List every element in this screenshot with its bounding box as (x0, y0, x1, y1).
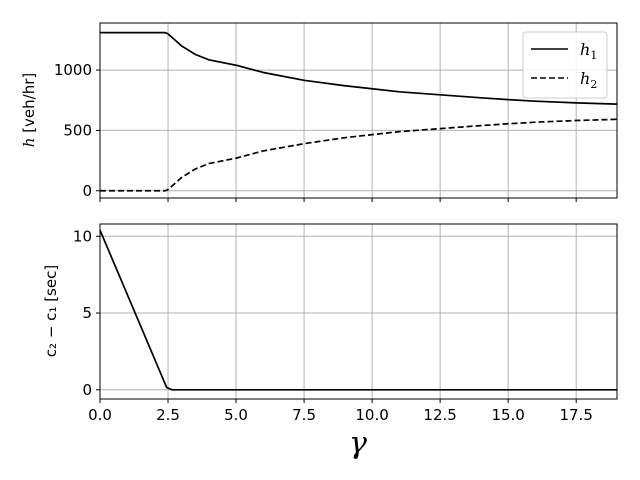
top-series-line-1 (100, 31, 618, 105)
bottom-ytick-label: 5 (82, 304, 92, 322)
bottom-xtick-label: 17.5 (559, 406, 592, 424)
bottom-axes-frame (99, 223, 618, 400)
top-grid (99, 23, 617, 198)
bottom-series-line-1 (99, 229, 617, 391)
top-panel: 0 500 1000 h [veh/hr] h1 h2 (20, 22, 618, 202)
legend-label-h1: h1 (580, 40, 597, 62)
bottom-panel: 0.0 2.5 5.0 7.5 10.0 12.5 15.0 17.5 0 5 10 c₂ − c₁… (42, 223, 618, 461)
bottom-grid (99, 224, 617, 399)
top-series-line-2 (100, 118, 618, 192)
top-ytick-label: 0 (82, 182, 92, 200)
bottom-xtick-label: 0.0 (88, 406, 112, 424)
bottom-xtick-label: 2.5 (156, 406, 180, 424)
bottom-xtick-label: 15.0 (491, 406, 524, 424)
bottom-xtick-label: 5.0 (224, 406, 248, 424)
bottom-lines (99, 229, 617, 391)
top-ylabel: h [veh/hr] (20, 73, 38, 148)
legend-label-h2: h2 (580, 69, 597, 91)
bottom-xtick-label: 7.5 (292, 406, 316, 424)
bottom-ytick-label: 10 (73, 227, 92, 245)
legend: h1 h2 (522, 31, 608, 99)
bottom-xlabel: γ (349, 426, 367, 461)
top-ytick-label: 1000 (54, 61, 92, 79)
bottom-xtick-label: 10.0 (355, 406, 388, 424)
top-ytick-label: 500 (63, 121, 92, 139)
bottom-ytick-label: 0 (82, 381, 92, 399)
top-lines (100, 31, 618, 192)
bottom-xtick-label: 12.5 (423, 406, 456, 424)
top-axes-frame (99, 22, 618, 199)
top-ticks: 0 500 1000 (54, 61, 577, 202)
bottom-ylabel: c₂ − c₁ [sec] (42, 265, 60, 357)
bottom-ticks: 0.0 2.5 5.0 7.5 10.0 12.5 15.0 17.5 0 5 10 (73, 227, 593, 424)
